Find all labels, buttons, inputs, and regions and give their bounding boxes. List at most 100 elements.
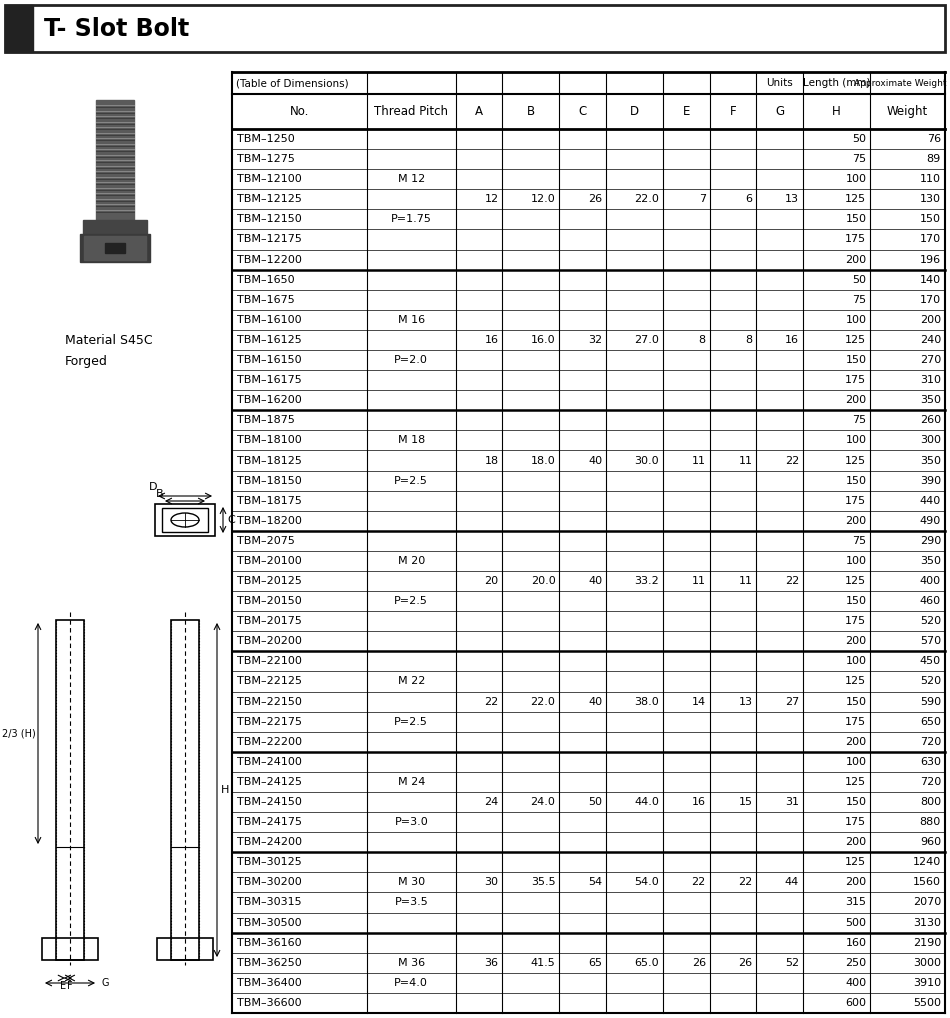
Text: 100: 100 xyxy=(846,556,866,566)
Text: 100: 100 xyxy=(846,657,866,667)
Text: 18: 18 xyxy=(484,455,499,465)
Text: 2/3 (H): 2/3 (H) xyxy=(2,729,36,738)
Text: TBM–36160: TBM–36160 xyxy=(237,938,302,948)
Text: 150: 150 xyxy=(846,475,866,486)
Text: 11: 11 xyxy=(738,576,752,586)
Text: TBM–22175: TBM–22175 xyxy=(237,717,302,727)
Text: 150: 150 xyxy=(846,696,866,706)
Text: 300: 300 xyxy=(920,436,941,446)
Text: P=2.5: P=2.5 xyxy=(394,597,428,606)
Text: TBM–12200: TBM–12200 xyxy=(237,254,302,265)
Text: M 36: M 36 xyxy=(398,958,425,968)
Text: 44.0: 44.0 xyxy=(635,797,659,807)
Text: TBM–20150: TBM–20150 xyxy=(237,597,302,606)
Text: 650: 650 xyxy=(920,717,941,727)
Text: D: D xyxy=(149,482,158,492)
Text: 125: 125 xyxy=(846,677,866,686)
Text: TBM–16200: TBM–16200 xyxy=(237,395,302,405)
Text: 440: 440 xyxy=(920,496,941,506)
Text: 350: 350 xyxy=(920,395,941,405)
Text: TBM–18125: TBM–18125 xyxy=(237,455,302,465)
Text: TBM–12125: TBM–12125 xyxy=(237,194,302,205)
Text: 570: 570 xyxy=(920,636,941,646)
Text: 26: 26 xyxy=(588,194,602,205)
Text: TBM–18100: TBM–18100 xyxy=(237,436,302,446)
Text: M 24: M 24 xyxy=(398,777,425,787)
Text: TBM–24175: TBM–24175 xyxy=(237,817,302,828)
Text: 22: 22 xyxy=(738,878,752,888)
Text: 14: 14 xyxy=(692,696,706,706)
Text: 20: 20 xyxy=(484,576,499,586)
Text: TBM–24200: TBM–24200 xyxy=(237,837,302,847)
Text: TBM–36400: TBM–36400 xyxy=(237,978,302,987)
Text: 27.0: 27.0 xyxy=(635,335,659,345)
Text: TBM–1875: TBM–1875 xyxy=(237,415,294,426)
Text: TBM–2075: TBM–2075 xyxy=(237,535,294,546)
Text: 30.0: 30.0 xyxy=(635,455,659,465)
Bar xyxy=(105,243,125,253)
Text: TBM–20200: TBM–20200 xyxy=(237,636,302,646)
Text: 125: 125 xyxy=(846,455,866,465)
Text: (Table of Dimensions): (Table of Dimensions) xyxy=(236,78,349,88)
Text: 24.0: 24.0 xyxy=(531,797,556,807)
Text: 500: 500 xyxy=(846,917,866,927)
Text: 16: 16 xyxy=(785,335,799,345)
Text: 8: 8 xyxy=(745,335,752,345)
Text: 460: 460 xyxy=(920,597,941,606)
Text: TBM–24125: TBM–24125 xyxy=(237,777,302,787)
Text: F: F xyxy=(730,105,736,118)
Text: 65.0: 65.0 xyxy=(635,958,659,968)
Text: 16: 16 xyxy=(692,797,706,807)
Text: 125: 125 xyxy=(846,857,866,867)
Text: TBM–16150: TBM–16150 xyxy=(237,355,302,365)
Bar xyxy=(162,508,208,532)
Text: 200: 200 xyxy=(846,395,866,405)
Text: 600: 600 xyxy=(846,998,866,1008)
Text: 125: 125 xyxy=(846,194,866,205)
Text: TBM–30500: TBM–30500 xyxy=(237,917,302,927)
Text: E: E xyxy=(60,981,66,991)
Text: D: D xyxy=(630,105,639,118)
Text: H: H xyxy=(221,785,229,795)
Text: 175: 175 xyxy=(846,817,866,828)
Text: 125: 125 xyxy=(846,777,866,787)
Text: 12.0: 12.0 xyxy=(531,194,556,205)
Text: 50: 50 xyxy=(588,797,602,807)
Text: TBM–30200: TBM–30200 xyxy=(237,878,302,888)
Text: 75: 75 xyxy=(852,415,866,426)
Text: 200: 200 xyxy=(846,737,866,747)
Text: Thread Pitch: Thread Pitch xyxy=(374,105,448,118)
Text: 22: 22 xyxy=(785,576,799,586)
Text: P=3.0: P=3.0 xyxy=(394,817,428,828)
Text: G: G xyxy=(775,105,785,118)
Text: 450: 450 xyxy=(920,657,941,667)
Text: TBM–12150: TBM–12150 xyxy=(237,215,302,224)
Text: TBM–1650: TBM–1650 xyxy=(237,275,294,285)
Text: P=2.5: P=2.5 xyxy=(394,717,428,727)
Text: TBM–36600: TBM–36600 xyxy=(237,998,302,1008)
Bar xyxy=(155,504,215,536)
Text: 150: 150 xyxy=(846,355,866,365)
Text: 880: 880 xyxy=(920,817,941,828)
Text: 32: 32 xyxy=(588,335,602,345)
Text: 15: 15 xyxy=(738,797,752,807)
Text: 40: 40 xyxy=(588,576,602,586)
Bar xyxy=(5,5,33,52)
Text: 13: 13 xyxy=(738,696,752,706)
Text: 130: 130 xyxy=(920,194,941,205)
Text: 36: 36 xyxy=(484,958,499,968)
Text: 590: 590 xyxy=(920,696,941,706)
Text: A: A xyxy=(475,105,484,118)
Text: 65: 65 xyxy=(588,958,602,968)
Text: 22: 22 xyxy=(484,696,499,706)
Text: TBM–22150: TBM–22150 xyxy=(237,696,302,706)
Text: 3130: 3130 xyxy=(913,917,941,927)
Text: TBM–16175: TBM–16175 xyxy=(237,376,302,385)
Text: 16: 16 xyxy=(484,335,499,345)
Text: TBM–22200: TBM–22200 xyxy=(237,737,302,747)
Text: Forged: Forged xyxy=(65,355,108,369)
Text: 22.0: 22.0 xyxy=(635,194,659,205)
Text: 13: 13 xyxy=(785,194,799,205)
Text: 26: 26 xyxy=(692,958,706,968)
Text: P=2.0: P=2.0 xyxy=(394,355,428,365)
